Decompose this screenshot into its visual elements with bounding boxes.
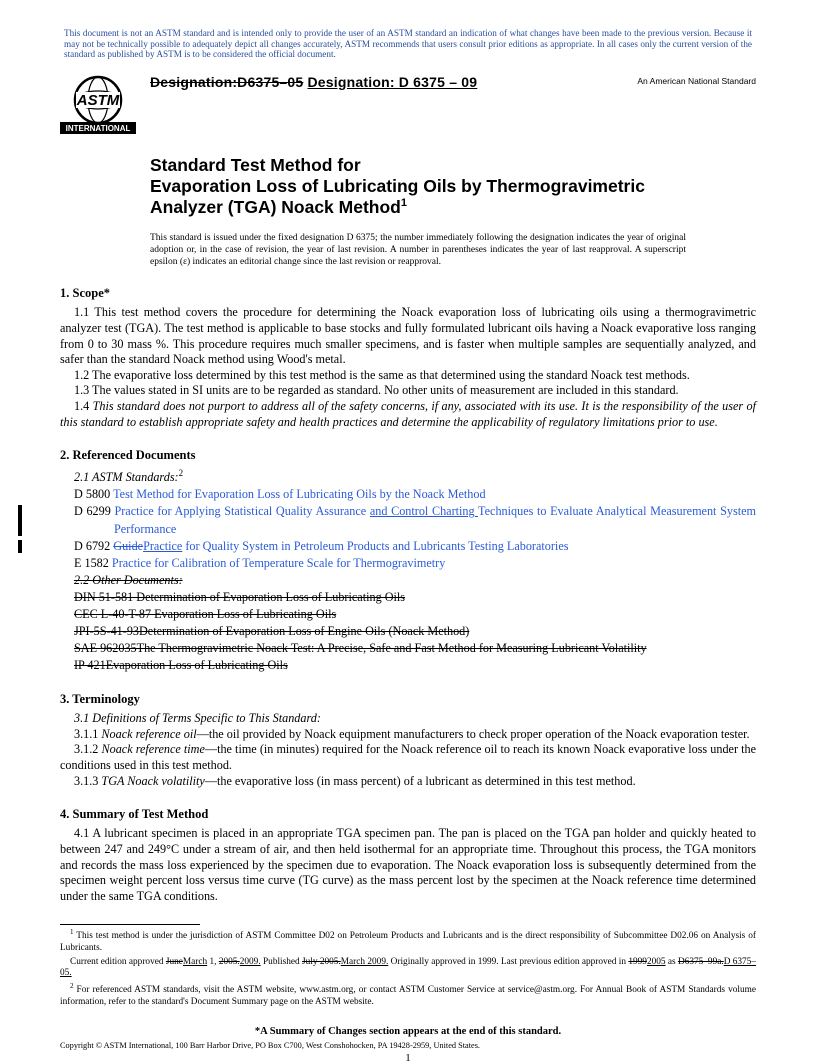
page: This document is not an ASTM standard an… xyxy=(0,0,816,1056)
scope-1-3: 1.3 The values stated in SI units are to… xyxy=(60,383,756,399)
header-row: ASTM INTERNATIONAL Designation:D6375–05 … xyxy=(60,70,756,139)
standard-title: Standard Test Method for Evaporation Los… xyxy=(150,155,746,219)
svg-text:INTERNATIONAL: INTERNATIONAL xyxy=(66,124,131,133)
page-number: 1 xyxy=(60,1052,756,1064)
changebar-d6299: D 6299 Practice for Applying Statistical… xyxy=(60,503,756,537)
astm-badge: ASTM INTERNATIONAL xyxy=(60,70,136,139)
issuance-note: This standard is issued under the fixed … xyxy=(150,233,686,269)
ref-d5800: D 5800 Test Method for Evaporation Loss … xyxy=(60,486,756,503)
scope-1-2: 1.2 The evaporative loss determined by t… xyxy=(60,368,756,384)
term-defs-heading: 3.1 Definitions of Terms Specific to Thi… xyxy=(60,711,756,727)
ref-list: 2.1 ASTM Standards:2 D 5800 Test Method … xyxy=(60,467,756,674)
scope-1-1: 1.1 This test method covers the procedur… xyxy=(60,305,756,367)
footnote-1b: Current edition approved JuneMarch 1, 20… xyxy=(60,957,756,980)
summary-4-1: 4.1 A lubricant specimen is placed in an… xyxy=(60,826,756,904)
ref-din: DIN 51-581 Determination of Evaporation … xyxy=(60,589,756,606)
footnote-1a: 1 This test method is under the jurisdic… xyxy=(60,928,756,954)
footnote-divider xyxy=(60,924,200,925)
ref-d6299: D 6299 Practice for Applying Statistical… xyxy=(60,503,756,537)
footnote-2: 2 For referenced ASTM standards, visit t… xyxy=(60,982,756,1008)
copyright-line: Copyright © ASTM International, 100 Barr… xyxy=(60,1041,756,1050)
summary-of-changes-note: *A Summary of Changes section appears at… xyxy=(60,1026,756,1037)
changebar-d6792: D 6792 GuidePractice for Quality System … xyxy=(60,538,756,555)
term-noack-ref-time: 3.1.2 Noack reference time—the time (in … xyxy=(60,742,756,773)
title-block: Standard Test Method for Evaporation Los… xyxy=(150,155,746,269)
scope-heading: 1. Scope* xyxy=(60,286,756,301)
designation-old: Designation:D6375–05 xyxy=(150,74,303,90)
ref-d6792: D 6792 GuidePractice for Quality System … xyxy=(60,538,756,555)
ref-astm-standards: 2.1 ASTM Standards:2 xyxy=(60,467,756,486)
term-noack-ref-oil: 3.1.1 Noack reference oil—the oil provid… xyxy=(60,727,756,743)
ref-other-docs-heading: 2.2 Other Documents: xyxy=(60,572,756,589)
ref-ip421: IP 421Evaporation Loss of Lubricating Oi… xyxy=(60,657,756,674)
ref-jpi: JPI-5S-41-93Determination of Evaporation… xyxy=(60,623,756,640)
ref-cec: CEC L-40-T-87 Evaporation Loss of Lubric… xyxy=(60,606,756,623)
ref-e1582: E 1582 Practice for Calibration of Tempe… xyxy=(60,555,756,572)
designation-new: Designation: D 6375 – 09 xyxy=(308,74,478,90)
summary-heading: 4. Summary of Test Method xyxy=(60,807,756,822)
national-standard-note: An American National Standard xyxy=(616,70,756,86)
designation-block: Designation:D6375–05 Designation: D 6375… xyxy=(150,70,602,92)
terminology-heading: 3. Terminology xyxy=(60,692,756,707)
disclaimer-text: This document is not an ASTM standard an… xyxy=(60,28,756,60)
svg-text:ASTM: ASTM xyxy=(76,92,120,109)
refdocs-heading: 2. Referenced Documents xyxy=(60,448,756,463)
term-tga-noack-volatility: 3.1.3 TGA Noack volatility—the evaporati… xyxy=(60,774,756,790)
scope-1-4: 1.4 This standard does not purport to ad… xyxy=(60,399,756,430)
ref-sae: SAE 962035The Thermogravimetric Noack Te… xyxy=(60,640,756,657)
